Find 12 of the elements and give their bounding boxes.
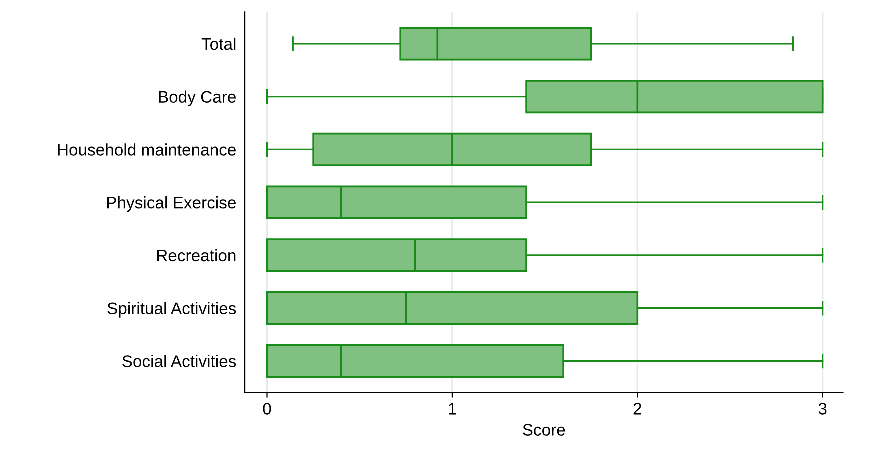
y-tick-label: Spiritual Activities [108, 302, 236, 318]
y-tick-label: Body Care [159, 90, 236, 106]
y-tick-label: Physical Exercise [107, 196, 236, 212]
x-tick-label: 3 [818, 403, 827, 415]
x-axis-title: Score [523, 424, 566, 436]
y-tick-label: Social Activities [122, 355, 236, 368]
x-tick-label: 0 [263, 403, 272, 415]
y-tick-label: Household maintenance [58, 144, 236, 156]
x-tick-label: 1 [449, 403, 456, 415]
y-tick-label: Recreation [157, 249, 236, 262]
x-tick-label: 2 [634, 403, 642, 415]
y-tick-label: Total [202, 38, 236, 50]
